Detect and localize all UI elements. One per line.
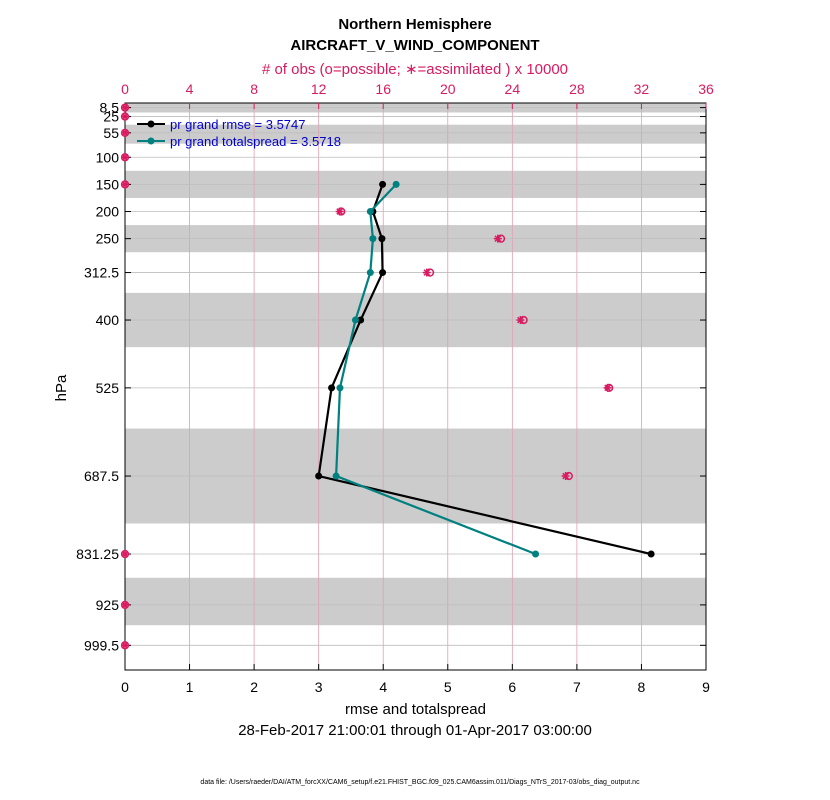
data-series: [315, 180, 655, 558]
chart-subtitle: AIRCRAFT_V_WIND_COMPONENT: [290, 37, 539, 54]
series-point-1: [366, 208, 374, 216]
obs-assimilated-marker: [336, 208, 343, 215]
series-line-1: [334, 183, 536, 556]
obs-assimilated-marker: [121, 181, 129, 188]
legend-marker-totalspread: [147, 137, 155, 145]
obs-assimilated-marker: [121, 153, 129, 161]
obs-assimilated-marker: [604, 384, 611, 392]
obs-assimilated-marker: [121, 601, 129, 609]
series-point-1: [532, 550, 540, 558]
x-tick-label: 6: [508, 679, 516, 695]
legend-label-totalspread: pr grand totalspread = 3.5718: [170, 134, 341, 149]
y-tick-label: 55: [103, 125, 119, 141]
shaded-band: [125, 577, 706, 626]
top-tick-label: 36: [698, 81, 714, 97]
y-tick-label: 250: [96, 231, 120, 247]
axis-ticks: 0 1 2 3 4 5 6 7 8 90 4 8 12 16 20 24 28 32 368.52555100150…: [76, 81, 714, 695]
grid-lines: [125, 103, 706, 670]
x-tick-label: 5: [444, 679, 452, 695]
series-point-0: [328, 384, 336, 392]
top-tick-label: 16: [375, 81, 391, 97]
date-range: 28-Feb-2017 21:00:01 through 01-Apr-2017…: [238, 722, 592, 739]
x-tick-label: 4: [379, 679, 387, 695]
y-tick-label: 200: [96, 204, 120, 220]
obs-assimilated-marker: [121, 129, 129, 137]
y-tick-label: 831.25: [76, 546, 119, 562]
x-tick-label: 0: [121, 679, 129, 695]
plot-frame: [124, 102, 707, 671]
top-tick-label: 4: [186, 81, 194, 97]
series-point-1: [336, 384, 344, 392]
obs-assimilated-marker: [517, 316, 524, 324]
data-file-footnote: data file: /Users/raeder/DAI/ATM_forcXX/…: [200, 779, 640, 786]
series-point-0: [315, 472, 323, 480]
obs-assimilated-marker: [121, 641, 129, 649]
top-tick-label: 20: [440, 81, 456, 97]
obs-count-markers: [120, 103, 614, 650]
y-axis-label: hPa: [53, 374, 70, 401]
legend-label-rmse: pr grand rmse = 3.5747: [170, 117, 306, 132]
series-point-1: [351, 316, 359, 324]
series-point-0: [357, 316, 365, 324]
top-tick-label: 32: [634, 81, 650, 97]
series-point-0: [378, 235, 386, 243]
y-tick-label: 999.5: [84, 637, 119, 653]
y-tick-label: 400: [96, 312, 120, 328]
chart-title: Northern Hemisphere: [338, 16, 491, 33]
top-tick-label: 8: [250, 81, 258, 97]
obs-assimilated-marker: [494, 235, 502, 242]
shaded-band: [125, 124, 706, 144]
series-point-0: [379, 180, 387, 188]
series-point-1: [369, 235, 377, 243]
x-tick-label: 3: [315, 679, 323, 695]
series-point-1: [332, 472, 340, 480]
x-tick-label: 8: [638, 679, 646, 695]
y-tick-label: 150: [96, 176, 120, 192]
top-tick-label: 12: [311, 81, 327, 97]
series-point-0: [379, 269, 387, 277]
obs-assimilated-marker: [121, 550, 129, 558]
y-tick-label: 25: [103, 109, 119, 125]
series-point-1: [366, 269, 374, 277]
legend: pr grand rmse = 3.5747 pr grand totalspr…: [137, 117, 341, 149]
x-axis-label: rmse and totalspread: [345, 701, 486, 718]
y-tick-label: 687.5: [84, 468, 119, 484]
series-line-0: [317, 184, 652, 556]
x-tick-label: 1: [186, 679, 194, 695]
y-tick-label: 100: [96, 149, 120, 165]
top-tick-label: 24: [505, 81, 521, 97]
obs-assimilated-marker: [562, 472, 569, 480]
obs-assimilated-marker: [121, 113, 129, 120]
top-axis-label: # of obs (o=possible; ∗=assimilated ) x …: [262, 61, 568, 78]
top-tick-label: 0: [121, 81, 129, 97]
y-tick-label: 925: [96, 597, 120, 613]
series-point-1: [392, 180, 400, 188]
x-tick-label: 2: [250, 679, 258, 695]
y-tick-label: 525: [96, 380, 120, 396]
x-tick-label: 9: [702, 679, 710, 695]
obs-assimilated-marker: [423, 269, 431, 276]
series-point-0: [647, 550, 655, 558]
legend-marker-rmse: [147, 120, 155, 128]
x-tick-label: 7: [573, 679, 581, 695]
y-tick-label: 312.5: [84, 265, 119, 281]
y-tick-label: 8.5: [100, 100, 120, 116]
top-tick-label: 28: [569, 81, 585, 97]
obs-assimilated-marker: [121, 104, 129, 111]
